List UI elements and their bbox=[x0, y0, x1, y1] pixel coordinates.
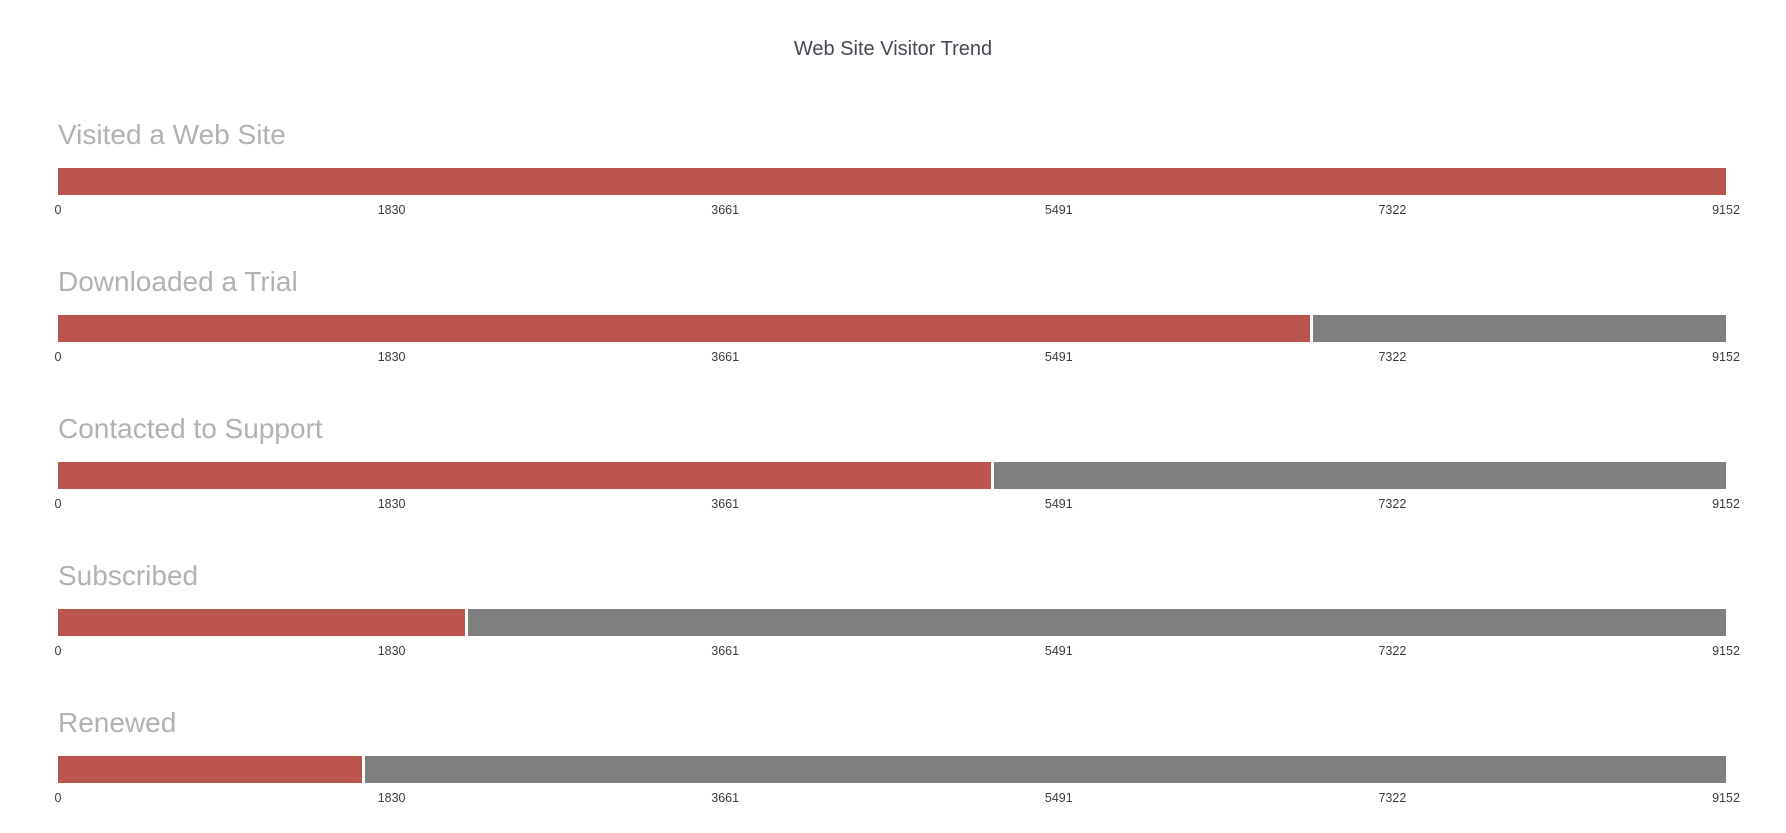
category-label: Downloaded a Trial bbox=[58, 266, 298, 297]
gauge-row: Contacted to Support 0 1830 3661 5491 7322 91… bbox=[54, 412, 1740, 513]
gauge-axis: 0 1830 3661 5491 7322 9152 bbox=[54, 791, 1740, 807]
gauge-axis: 0 1830 3661 5491 7322 9152 bbox=[54, 644, 1740, 660]
gauge-track bbox=[58, 315, 1726, 342]
gauge-axis: 0 1830 3661 5491 7322 9152 bbox=[54, 203, 1740, 219]
axis-tick-label: 0 bbox=[54, 497, 62, 511]
axis-tick-label: 0 bbox=[54, 791, 62, 805]
axis-tick-label: 5491 bbox=[1044, 497, 1073, 511]
gauge-axis: 0 1830 3661 5491 7322 9152 bbox=[54, 350, 1740, 366]
gauge-axis: 0 1830 3661 5491 7322 9152 bbox=[54, 497, 1740, 513]
axis-tick-label: 3661 bbox=[711, 791, 740, 805]
axis-tick-label: 7322 bbox=[1378, 791, 1407, 805]
visitor-trend-chart: Web Site Visitor Trend Visited a Web Sit… bbox=[0, 38, 1786, 807]
axis-tick-label: 3661 bbox=[711, 203, 740, 217]
axis-tick-label: 1830 bbox=[377, 644, 406, 658]
axis-tick-label: 0 bbox=[54, 203, 62, 217]
axis-tick-label: 3661 bbox=[711, 497, 740, 511]
axis-tick-label: 1830 bbox=[377, 203, 406, 217]
axis-tick-label: 0 bbox=[54, 644, 62, 658]
gauge-track bbox=[58, 609, 1726, 636]
gauge-value-bar bbox=[58, 315, 1314, 342]
gauge-value-bar bbox=[58, 756, 365, 783]
axis-tick-label: 1830 bbox=[377, 497, 406, 511]
category-label: Renewed bbox=[58, 707, 177, 738]
gauge-row: Renewed 0 1830 3661 5491 7322 9152 bbox=[54, 706, 1740, 807]
gauge-row: Subscribed 0 1830 3661 5491 7322 9152 bbox=[54, 559, 1740, 660]
gauge-value-bar bbox=[58, 609, 468, 636]
axis-tick-label: 3661 bbox=[711, 644, 740, 658]
axis-tick-label: 9152 bbox=[1712, 791, 1740, 805]
axis-tick-label: 7322 bbox=[1378, 350, 1407, 364]
axis-tick-label: 5491 bbox=[1044, 644, 1073, 658]
axis-tick-label: 5491 bbox=[1044, 203, 1073, 217]
axis-tick-label: 7322 bbox=[1378, 497, 1407, 511]
gauge-track bbox=[58, 756, 1726, 783]
axis-tick-label: 9152 bbox=[1712, 350, 1740, 364]
axis-tick-label: 7322 bbox=[1378, 203, 1407, 217]
gauge-row: Visited a Web Site 0 1830 3661 5491 7322 9152 bbox=[54, 118, 1740, 219]
chart-title: Web Site Visitor Trend bbox=[793, 38, 993, 60]
axis-tick-label: 5491 bbox=[1044, 350, 1073, 364]
axis-tick-label: 9152 bbox=[1712, 644, 1740, 658]
gauge-track bbox=[58, 168, 1726, 195]
axis-tick-label: 1830 bbox=[377, 791, 406, 805]
category-label: Subscribed bbox=[58, 560, 199, 591]
category-label: Contacted to Support bbox=[58, 413, 323, 444]
axis-tick-label: 7322 bbox=[1378, 644, 1407, 658]
axis-tick-label: 9152 bbox=[1712, 203, 1740, 217]
category-label: Visited a Web Site bbox=[58, 119, 286, 150]
axis-tick-label: 1830 bbox=[377, 350, 406, 364]
axis-tick-label: 3661 bbox=[711, 350, 740, 364]
gauge-track bbox=[58, 462, 1726, 489]
axis-tick-label: 0 bbox=[54, 350, 62, 364]
axis-tick-label: 9152 bbox=[1712, 497, 1740, 511]
gauge-row: Downloaded a Trial 0 1830 3661 5491 7322 9152 bbox=[54, 265, 1740, 366]
gauge-value-bar bbox=[58, 168, 1726, 195]
gauge-rows-container: Visited a Web Site 0 1830 3661 5491 7322 9152… bbox=[0, 118, 1786, 807]
gauge-value-bar bbox=[58, 462, 995, 489]
axis-tick-label: 5491 bbox=[1044, 791, 1073, 805]
